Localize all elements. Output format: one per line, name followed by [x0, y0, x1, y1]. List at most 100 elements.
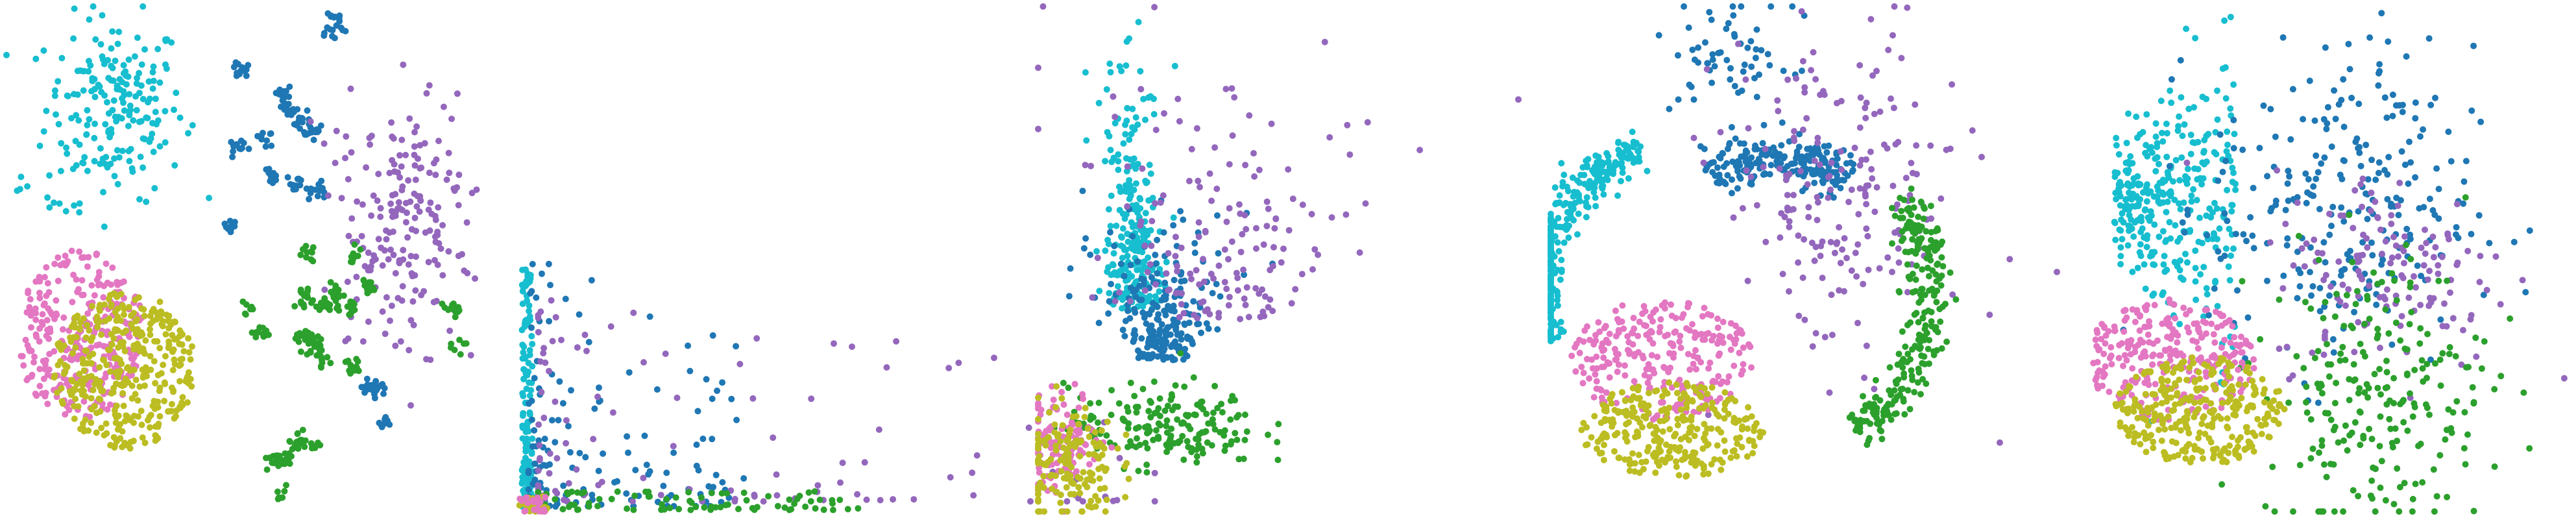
data-point	[368, 132, 375, 140]
data-point	[595, 467, 602, 475]
data-point	[1732, 160, 1739, 167]
series-green-panel-1	[439, 300, 470, 358]
data-point	[233, 72, 240, 79]
data-point	[1745, 125, 1752, 132]
data-point	[1107, 147, 1114, 154]
data-point	[1214, 326, 1221, 333]
data-point	[808, 395, 815, 402]
data-point	[140, 349, 147, 356]
data-point	[1229, 132, 1236, 139]
data-point	[1662, 441, 1670, 449]
data-point	[1065, 384, 1072, 391]
data-point	[1919, 376, 1926, 383]
data-point	[120, 402, 127, 410]
data-point	[1913, 171, 1920, 178]
data-point	[527, 290, 534, 297]
data-point	[1162, 328, 1169, 335]
data-point	[1740, 361, 1747, 368]
series-purple-panel-1	[307, 61, 480, 409]
data-point	[1270, 243, 1277, 251]
data-point	[1877, 426, 1884, 434]
data-point	[1622, 142, 1629, 149]
data-point	[307, 347, 314, 354]
data-point	[365, 249, 372, 256]
data-point	[400, 256, 407, 263]
data-point	[103, 260, 110, 267]
data-point	[363, 164, 370, 171]
data-point	[877, 497, 884, 504]
data-point	[1168, 425, 1175, 432]
data-point	[101, 223, 108, 230]
data-point	[1116, 206, 1123, 214]
data-point	[1193, 125, 1200, 132]
data-point	[1228, 238, 1235, 245]
data-point	[1598, 449, 1605, 456]
data-point	[2114, 169, 2121, 177]
data-point	[1115, 151, 1122, 158]
data-point	[1690, 134, 1697, 142]
data-point	[162, 331, 169, 338]
data-point	[1035, 415, 1041, 423]
data-point	[1718, 466, 1725, 473]
data-point	[1163, 270, 1170, 277]
data-point	[88, 419, 95, 426]
data-point	[1086, 433, 1093, 440]
data-point	[1741, 61, 1748, 68]
data-point	[1132, 114, 1139, 121]
data-point	[2188, 198, 2195, 205]
data-point	[1145, 408, 1152, 415]
data-point	[1150, 378, 1158, 385]
data-point	[79, 291, 86, 299]
data-point	[1786, 138, 1793, 145]
data-point	[1154, 315, 1161, 323]
data-point	[1836, 287, 1843, 294]
data-point	[1129, 233, 1136, 240]
data-point	[528, 416, 535, 423]
data-point	[94, 324, 101, 330]
data-point	[156, 345, 164, 352]
data-point	[2224, 186, 2231, 193]
data-point	[1891, 3, 1898, 10]
series-pink-panel-4	[1568, 299, 1755, 423]
data-point	[457, 351, 464, 358]
data-point	[1932, 247, 1938, 254]
series-green-panel-3	[1051, 350, 1282, 476]
data-point	[1622, 372, 1629, 379]
data-point	[1169, 406, 1176, 413]
data-point	[1646, 329, 1653, 336]
data-point	[670, 443, 677, 450]
data-point	[709, 395, 716, 402]
data-point	[1146, 162, 1153, 168]
data-point	[114, 40, 121, 47]
data-point	[1725, 410, 1732, 417]
data-point	[1614, 368, 1621, 375]
data-point	[518, 496, 526, 503]
data-point	[54, 389, 60, 396]
data-point	[1731, 33, 1738, 40]
data-point	[1256, 166, 1263, 173]
data-point	[1285, 166, 1292, 173]
data-point	[1105, 240, 1112, 247]
data-point	[1933, 299, 1940, 306]
data-point	[372, 256, 379, 263]
data-point	[1548, 284, 1554, 291]
data-point	[1560, 328, 1567, 335]
data-point	[152, 95, 159, 103]
data-point	[1792, 154, 1799, 162]
data-point	[1036, 452, 1043, 460]
data-point	[1549, 335, 1557, 342]
data-point	[1869, 72, 1876, 79]
data-point	[1050, 396, 1057, 403]
data-point	[526, 347, 533, 354]
data-point	[43, 107, 50, 114]
data-point	[1815, 147, 1822, 154]
data-point	[945, 365, 953, 371]
data-point	[365, 318, 372, 325]
data-point	[1625, 456, 1633, 463]
data-point	[1625, 155, 1632, 162]
data-point	[313, 352, 321, 359]
data-point	[1708, 16, 1715, 23]
data-point	[692, 504, 699, 511]
data-point	[1133, 201, 1140, 208]
data-point	[1860, 280, 1867, 288]
